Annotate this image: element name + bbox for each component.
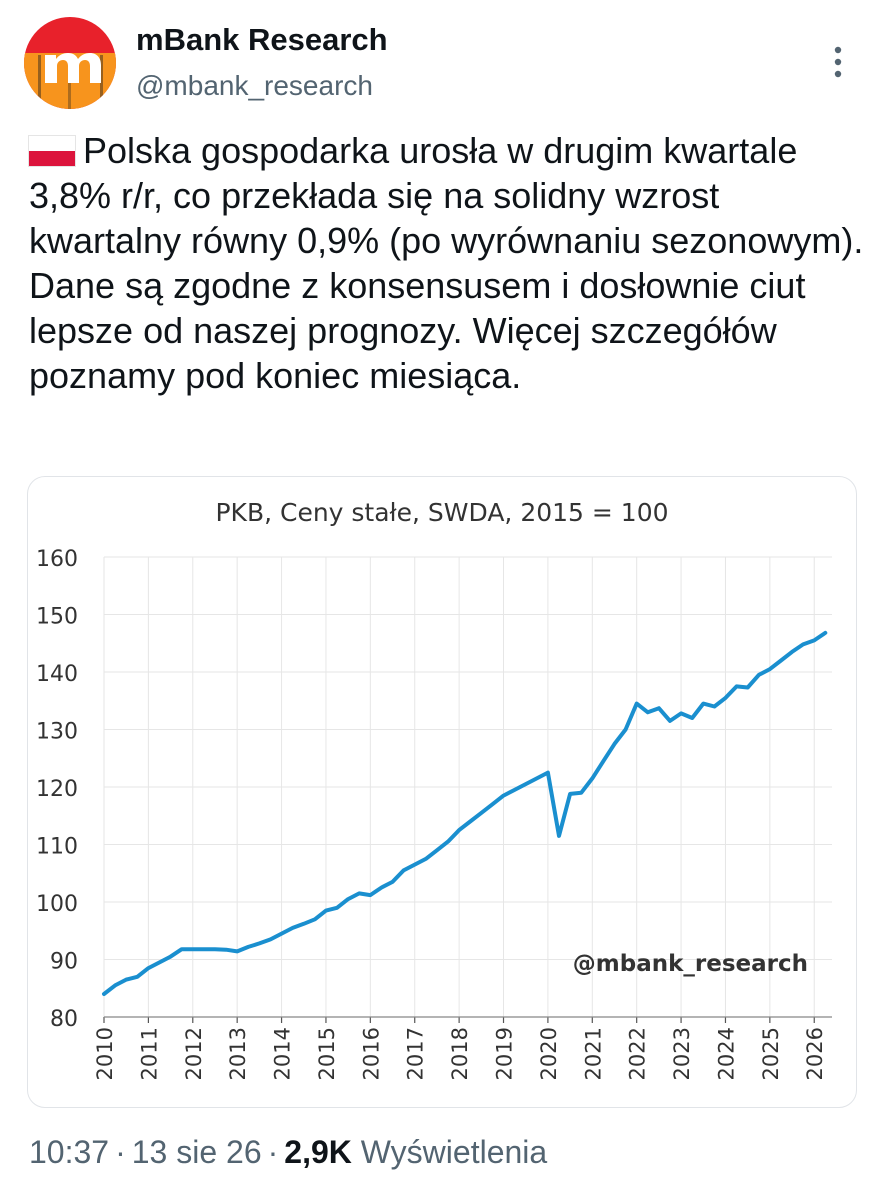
x-tick-label: 2021 [581,1027,605,1080]
y-tick-label: 130 [36,720,78,745]
mbank-logo-icon [24,17,116,109]
tweet-meta: 10:37 · 13 sie 26 · 2,9K Wyświetlenia [29,1134,547,1171]
x-tick-label: 2014 [271,1027,295,1080]
x-tick-label: 2011 [137,1027,161,1080]
views-count: 2,9K [284,1134,352,1170]
display-name[interactable]: mBank Research [136,22,388,57]
gdp-line-chart: PKB, Ceny stałe, SWDA, 2015 = 100 80 90 10… [36,498,832,1080]
y-tick-label: 150 [36,605,78,630]
x-tick-label: 2019 [493,1027,517,1080]
tweet-date[interactable]: 13 sie 26 [131,1134,262,1170]
views-label: Wyświetlenia [360,1134,548,1170]
x-tick-label: 2012 [182,1027,206,1080]
poland-flag-icon [29,136,75,166]
y-tick-label: 90 [50,950,78,975]
x-tick-label: 2015 [315,1027,339,1080]
separator-dot: · [115,1134,126,1170]
chart-title: PKB, Ceny stałe, SWDA, 2015 = 100 [215,498,668,527]
tweet-time[interactable]: 10:37 [29,1134,110,1170]
x-tick-label: 2013 [226,1027,250,1080]
x-tick-label: 2018 [448,1027,472,1080]
y-tick-label: 120 [36,777,78,802]
x-tick-label: 2022 [626,1027,650,1080]
x-tick-label: 2025 [759,1027,783,1080]
y-tick-label: 100 [36,892,78,917]
more-vertical-icon [834,46,842,78]
avatar[interactable] [24,17,116,109]
x-tick-label: 2010 [93,1027,117,1080]
y-tick-label: 140 [36,662,78,687]
x-tick-label: 2016 [359,1027,383,1080]
separator-dot: · [267,1134,279,1170]
y-tick-label: 160 [36,547,78,572]
more-options-button[interactable] [818,42,858,82]
y-tick-label: 110 [36,835,78,860]
chart-watermark: @mbank_research [573,951,808,977]
x-tick-label: 2020 [537,1027,561,1080]
x-tick-label: 2017 [404,1027,428,1080]
user-handle[interactable]: @mbank_research [136,70,373,101]
chart-image[interactable]: PKB, Ceny stałe, SWDA, 2015 = 100 80 90 10… [27,476,857,1108]
gdp-series-line [102,630,828,996]
x-tick-label: 2024 [714,1027,738,1080]
x-tick-label: 2026 [803,1027,827,1080]
tweet-body: Polska gospodarka urosła w drugim kwarta… [29,130,864,396]
tweet-text: Polska gospodarka urosła w drugim kwarta… [29,128,869,398]
x-tick-label: 2023 [670,1027,694,1080]
y-tick-label: 80 [50,1007,78,1032]
